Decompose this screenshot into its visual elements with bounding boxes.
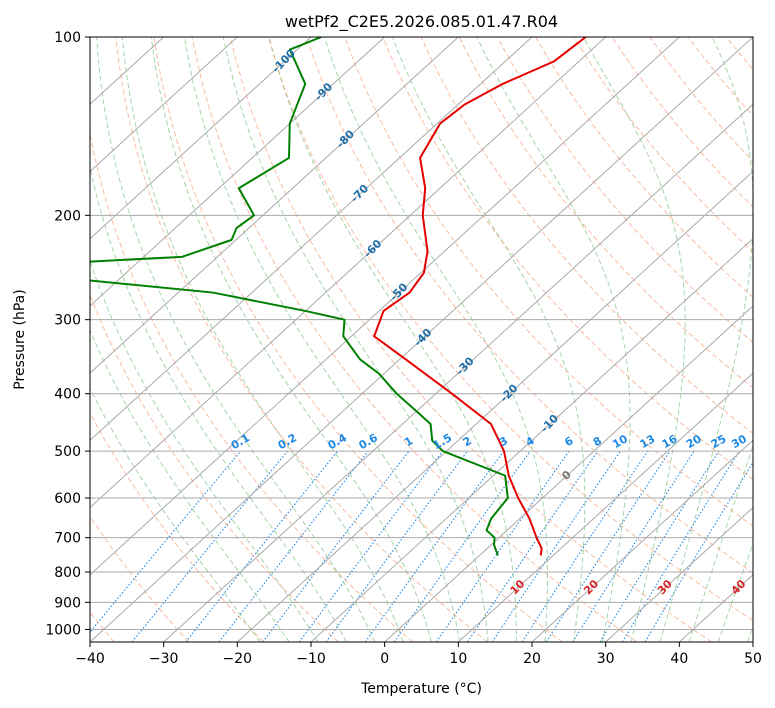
y-axis-ticks: 100 200 300 400 500 600 700 800 900 1000 [45,30,90,638]
chart-title: wetPf2_C2E5.2026.085.01.47.R04 [285,12,558,32]
isotherm-line [90,37,607,509]
x-tick-label: −30 [149,651,179,667]
mixing-ratio-line [572,450,695,642]
sounding-profiles [90,37,587,556]
moist-adiabat-line [688,443,753,642]
isotherm-line [457,372,753,642]
mixing-ratio-label: 36 [750,432,770,451]
mixing-ratio-line [185,450,338,642]
isotherm-line [90,37,533,442]
y-tick-label: 600 [54,491,81,507]
moist-adiabat-line [90,386,261,642]
moist-adiabat-line [90,165,347,642]
x-axis-ticks: −40 −30 −20 −10 0 10 20 30 40 50 [75,642,762,667]
dry-adiabat-line [306,37,753,574]
moist-adiabat-line [150,37,432,642]
y-axis-label: Pressure (hPa) [12,289,28,389]
mixing-ratio-line [545,450,671,642]
mixing-ratio-line [393,450,531,642]
dry-adiabat-line [535,37,753,298]
plot-frame [89,36,754,643]
x-tick-label: −20 [223,651,253,667]
isotherm-line [90,37,680,576]
dry-adiabat-line [458,37,753,389]
y-tick-label: 700 [54,531,81,547]
y-tick-label: 900 [54,595,81,611]
mixing-ratio-line [298,450,444,642]
moist-adiabat-line [324,37,549,642]
x-tick-label: 0 [380,651,389,667]
dry-adiabat-line [90,293,339,642]
y-tick-label: 400 [54,387,81,403]
y-tick-label: 300 [54,313,81,329]
moist-adiabat-line [717,542,753,642]
y-tick-label: 800 [54,565,81,581]
x-tick-label: 30 [597,651,615,667]
dry-adiabat-line [90,131,414,642]
isotherm-line [531,439,753,642]
mixing-ratio-line [325,450,468,642]
isotherm-line [90,37,312,240]
dry-adiabat-line [611,37,753,208]
isotherm-line [90,37,753,642]
moist-adiabat-line [476,37,631,642]
x-tick-label: −10 [296,651,326,667]
dry-adiabat-line [268,37,753,622]
x-tick-label: −40 [75,651,105,667]
isotherm-line [90,37,238,173]
mixing-ratio-line [131,450,289,642]
isotherm-line [236,170,753,642]
y-tick-label: 500 [54,444,81,460]
dewpoint-profile [90,37,509,556]
x-tick-label: 50 [744,651,762,667]
dry-adiabat-line [191,37,638,642]
isotherm-line [310,237,753,642]
mixing-ratio-line [435,450,570,642]
x-tick-label: 40 [670,651,688,667]
y-tick-label: 200 [54,208,81,224]
mixing-ratio-line [90,450,242,633]
isotherm-line [163,103,753,642]
moist-adiabat-line [268,37,517,642]
moist-adiabat-line [90,329,290,642]
x-tick-label: 20 [523,651,541,667]
moist-adiabat-line [121,37,404,642]
dry-adiabat-line [115,37,488,642]
y-tick-label: 100 [54,30,81,46]
moist-adiabat-line [184,37,461,642]
moist-adiabat-line [582,37,686,642]
grid-lines [90,37,753,642]
x-tick-label: 10 [449,651,467,667]
mixing-ratio-line [262,450,410,642]
dry-adiabat-line [90,515,190,642]
moist-adiabat-line [659,37,753,642]
dry-adiabat-line [229,37,712,642]
mixing-ratio-line [364,450,505,642]
isotherm-line [90,37,459,374]
x-axis-label: Temperature (°C) [360,681,482,697]
isotherm-line [90,37,386,307]
temperature-profile [373,37,587,556]
dry-adiabat-line [496,37,753,344]
dry-adiabat-line [344,37,753,527]
mixing-ratio-line [621,450,740,642]
dry-adiabat-line [649,37,753,163]
y-tick-label: 1000 [45,622,81,638]
isotherm-line [605,506,753,642]
